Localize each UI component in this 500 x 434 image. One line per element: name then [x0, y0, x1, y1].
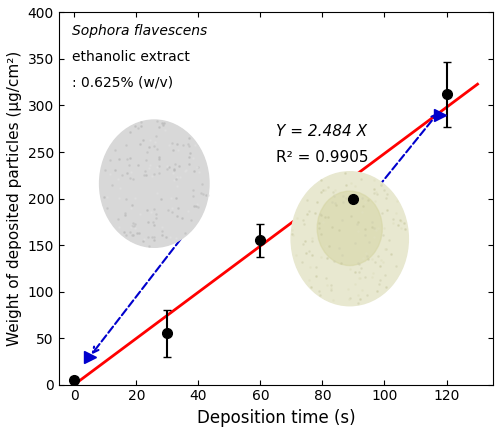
- Text: R² = 0.9905: R² = 0.9905: [276, 150, 368, 165]
- Text: Y = 2.484 X: Y = 2.484 X: [276, 124, 367, 139]
- Text: ethanolic extract: ethanolic extract: [72, 49, 190, 64]
- Text: Sophora flavescens: Sophora flavescens: [72, 23, 207, 38]
- Y-axis label: Weight of deposited particles (μg/cm²): Weight of deposited particles (μg/cm²): [7, 51, 22, 346]
- Text: : 0.625% (w/v): : 0.625% (w/v): [72, 76, 173, 90]
- X-axis label: Deposition time (s): Deposition time (s): [196, 409, 355, 427]
